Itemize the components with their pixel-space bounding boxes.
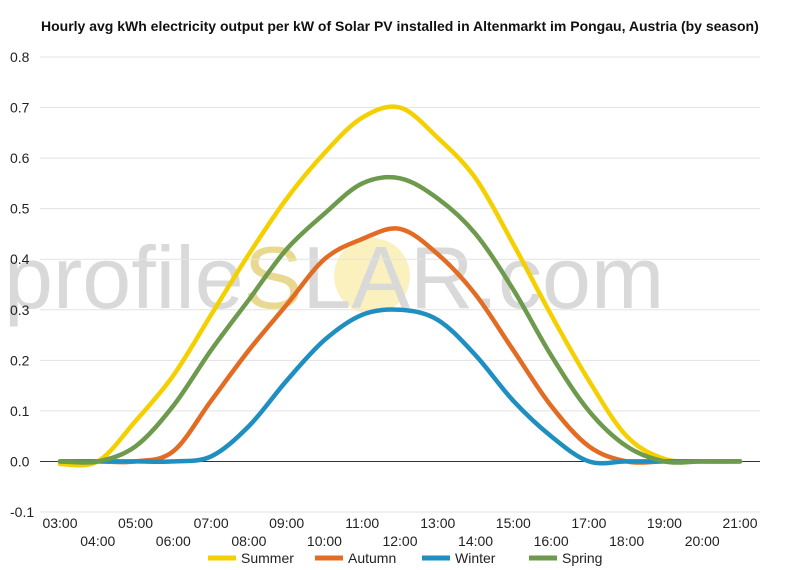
y-tick-label: 0.2 xyxy=(10,352,30,368)
x-tick-label: 09:00 xyxy=(269,515,304,531)
x-tick-label: 10:00 xyxy=(307,533,342,549)
watermark-sun xyxy=(334,238,410,314)
x-tick-label: 14:00 xyxy=(458,533,493,549)
y-tick-label: 0.1 xyxy=(10,403,30,419)
x-tick-label: 11:00 xyxy=(345,515,379,531)
watermark: profileSLAR.com xyxy=(4,228,664,327)
x-axis: 03:0004:0005:0006:0007:0008:0009:0010:00… xyxy=(42,515,757,549)
y-tick-label: 0.0 xyxy=(10,453,30,469)
x-tick-label: 04:00 xyxy=(80,533,115,549)
series-line-spring xyxy=(57,174,743,465)
x-tick-label: 13:00 xyxy=(420,515,455,531)
y-tick-label: 0.7 xyxy=(10,100,30,116)
chart-title: Hourly avg kWh electricity output per kW… xyxy=(41,18,759,34)
y-axis: -0.1 0.0 0.1 0.2 0.3 0.4 0.5 0.6 0.7 0.8 xyxy=(10,49,34,520)
series-layer xyxy=(57,104,743,468)
legend-label-spring: Spring xyxy=(562,550,602,566)
legend-label-winter: Winter xyxy=(455,550,496,566)
x-tick-label: 03:00 xyxy=(42,515,77,531)
legend: Summer Autumn Winter Spring xyxy=(208,550,602,566)
y-tick-label: -0.1 xyxy=(10,504,34,520)
x-tick-label: 08:00 xyxy=(231,533,266,549)
series-line-summer xyxy=(57,104,743,468)
y-tick-label: 0.8 xyxy=(10,49,30,65)
x-tick-label: 19:00 xyxy=(647,515,682,531)
x-tick-label: 05:00 xyxy=(118,515,153,531)
y-tick-label: 0.5 xyxy=(10,201,30,217)
watermark-text: profileSLAR.com xyxy=(4,228,664,327)
y-tick-label: 0.6 xyxy=(10,150,30,166)
x-tick-label: 15:00 xyxy=(496,515,531,531)
y-tick-label: 0.4 xyxy=(10,251,30,267)
x-tick-label: 12:00 xyxy=(382,533,417,549)
x-tick-label: 16:00 xyxy=(534,533,569,549)
legend-label-summer: Summer xyxy=(241,550,294,566)
x-tick-label: 21:00 xyxy=(722,515,757,531)
legend-label-autumn: Autumn xyxy=(348,550,396,566)
x-tick-label: 20:00 xyxy=(685,533,720,549)
x-tick-label: 18:00 xyxy=(609,533,644,549)
x-tick-label: 06:00 xyxy=(156,533,191,549)
series-line-winter xyxy=(57,307,743,466)
x-tick-label: 17:00 xyxy=(571,515,606,531)
x-tick-label: 07:00 xyxy=(194,515,229,531)
y-tick-label: 0.3 xyxy=(10,302,30,318)
